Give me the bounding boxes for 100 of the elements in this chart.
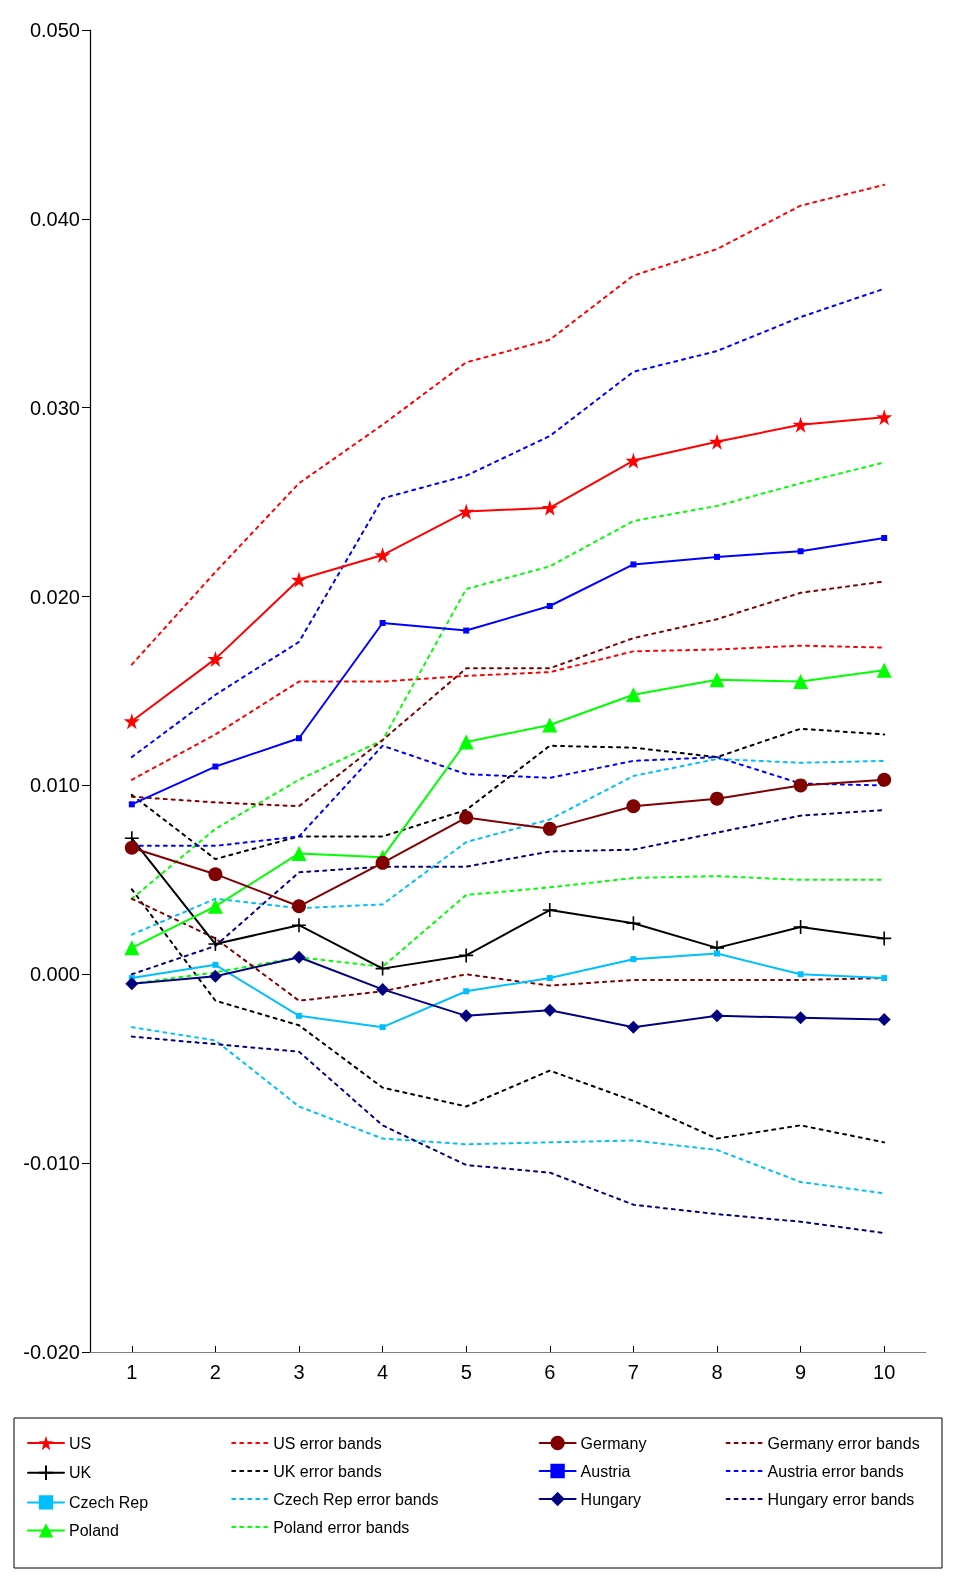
point bbox=[797, 548, 804, 555]
legend-label: US error bands bbox=[273, 1434, 382, 1452]
legend-label: Germany error bands bbox=[767, 1434, 920, 1452]
point bbox=[296, 735, 302, 742]
point bbox=[207, 650, 224, 667]
point bbox=[630, 956, 637, 963]
legend-label: US bbox=[69, 1434, 92, 1452]
x-tick-label: 9 bbox=[795, 1361, 807, 1383]
point bbox=[208, 867, 223, 882]
point bbox=[881, 535, 888, 542]
y-tick-label: 0.010 bbox=[29, 774, 80, 797]
point bbox=[458, 947, 474, 964]
point bbox=[710, 1009, 724, 1023]
point bbox=[630, 561, 637, 568]
point bbox=[714, 950, 720, 957]
point bbox=[877, 772, 892, 787]
point bbox=[876, 409, 893, 426]
point bbox=[546, 603, 553, 610]
legend-label: Austria bbox=[580, 1462, 631, 1480]
point bbox=[212, 961, 219, 968]
y-tick-label: -0.010 bbox=[23, 1152, 80, 1175]
x-tick-label: 2 bbox=[209, 1361, 221, 1383]
point bbox=[797, 971, 804, 978]
point bbox=[876, 930, 892, 947]
x-tick-label: 6 bbox=[544, 1361, 556, 1383]
y-tick-label: 0.040 bbox=[29, 207, 80, 230]
y-tick-label: 0.050 bbox=[29, 19, 80, 41]
point bbox=[794, 1011, 808, 1025]
point bbox=[625, 452, 642, 469]
y-tick-label: 0.020 bbox=[29, 585, 80, 608]
point bbox=[124, 940, 140, 956]
point bbox=[379, 1024, 386, 1031]
legend-label: Czech Rep error bands bbox=[273, 1490, 439, 1508]
point bbox=[376, 982, 390, 996]
point bbox=[542, 902, 558, 918]
point bbox=[291, 845, 307, 861]
point bbox=[542, 717, 558, 733]
point bbox=[459, 810, 474, 825]
legend-label: Germany bbox=[580, 1434, 647, 1452]
x-tick-label: 7 bbox=[627, 1361, 639, 1383]
legend-label: Hungary error bands bbox=[767, 1490, 915, 1508]
y-tick-label: 0.000 bbox=[29, 963, 80, 986]
point bbox=[125, 977, 139, 991]
legend-label: Hungary bbox=[580, 1490, 642, 1508]
x-tick-label: 8 bbox=[711, 1361, 723, 1383]
legend-label: Czech Rep bbox=[69, 1493, 149, 1511]
line-series bbox=[130, 727, 886, 861]
point bbox=[207, 936, 224, 952]
point bbox=[296, 1012, 302, 1019]
point bbox=[208, 969, 222, 983]
point bbox=[793, 674, 809, 690]
x-tick-label: 4 bbox=[377, 1361, 389, 1383]
x-tick-label: 10 bbox=[873, 1361, 896, 1383]
point bbox=[374, 547, 391, 564]
point bbox=[291, 571, 307, 588]
point bbox=[124, 840, 139, 855]
point bbox=[877, 1013, 891, 1027]
point bbox=[625, 687, 641, 703]
point bbox=[625, 915, 642, 932]
point bbox=[709, 672, 725, 688]
point bbox=[458, 503, 475, 520]
point bbox=[459, 1009, 473, 1023]
point bbox=[463, 627, 470, 634]
point bbox=[458, 734, 474, 750]
point bbox=[881, 975, 888, 982]
point bbox=[542, 821, 557, 836]
legend-label: Poland error bands bbox=[273, 1518, 410, 1536]
point bbox=[212, 763, 219, 770]
point bbox=[626, 1020, 640, 1034]
point bbox=[292, 899, 306, 914]
point bbox=[291, 917, 307, 933]
point bbox=[375, 855, 390, 870]
point bbox=[379, 620, 386, 627]
point bbox=[207, 898, 223, 914]
x-tick-label: 5 bbox=[460, 1361, 472, 1383]
point bbox=[710, 791, 724, 806]
point bbox=[546, 975, 553, 982]
line-series bbox=[130, 888, 886, 1144]
point bbox=[626, 799, 641, 814]
point bbox=[123, 713, 140, 730]
point bbox=[463, 988, 470, 995]
y-tick-label: 0.030 bbox=[29, 396, 80, 419]
point bbox=[128, 801, 135, 808]
point bbox=[709, 433, 725, 450]
point bbox=[292, 950, 306, 964]
legend-label: Austria error bands bbox=[767, 1462, 904, 1480]
point bbox=[543, 1003, 557, 1017]
point bbox=[876, 662, 892, 678]
y-tick-label: -0.020 bbox=[23, 1341, 80, 1363]
point bbox=[792, 919, 809, 935]
point bbox=[792, 416, 809, 433]
point bbox=[374, 960, 391, 977]
point bbox=[541, 499, 558, 516]
line-series bbox=[130, 183, 886, 666]
legend-label: UK error bands bbox=[273, 1462, 382, 1480]
line-series bbox=[130, 757, 886, 936]
legend-label: UK bbox=[69, 1464, 92, 1482]
legend-label: Poland bbox=[69, 1521, 119, 1539]
x-tick-label: 1 bbox=[126, 1361, 138, 1383]
point bbox=[793, 778, 808, 793]
